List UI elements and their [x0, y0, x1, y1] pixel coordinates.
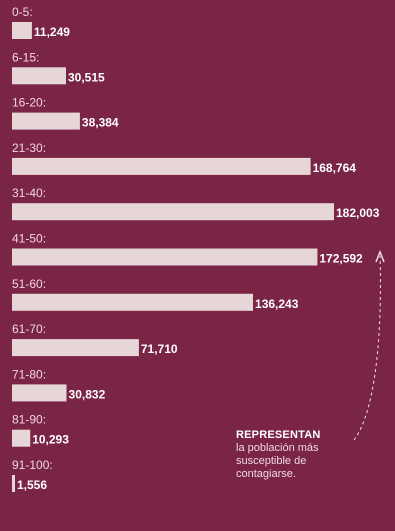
value-label: 10,293 — [32, 433, 69, 447]
bar — [12, 384, 67, 402]
value-label: 30,832 — [69, 387, 106, 401]
category-label: 6-15: — [12, 50, 39, 64]
value-label: 136,243 — [255, 297, 299, 311]
bar — [12, 112, 80, 130]
bar — [12, 157, 311, 175]
value-label: 168,764 — [313, 161, 357, 175]
bar — [12, 22, 32, 39]
category-label: 31-40: — [12, 186, 46, 200]
value-label: 182,003 — [336, 206, 380, 220]
annotation-arrowhead — [375, 249, 385, 263]
category-label: 51-60: — [12, 277, 46, 291]
category-label: 21-30: — [12, 141, 46, 155]
value-label: 1,556 — [17, 478, 47, 492]
category-label: 0-5: — [12, 5, 33, 19]
bar — [12, 339, 139, 357]
bar — [12, 429, 31, 447]
value-label: 11,249 — [34, 25, 70, 39]
category-label: 71-80: — [12, 367, 46, 381]
bar — [12, 293, 253, 311]
bar — [12, 203, 334, 221]
annotation-body: la población más susceptible de contagia… — [236, 442, 319, 480]
value-label: 172,592 — [319, 252, 363, 266]
category-label: 91-100: — [12, 458, 53, 472]
category-label: 16-20: — [12, 96, 46, 110]
bar — [12, 67, 66, 85]
annotation-note: REPRESENTAN la población más susceptible… — [236, 429, 356, 481]
annotation-connector — [353, 255, 381, 441]
bar — [12, 475, 15, 492]
category-label: 61-70: — [12, 322, 46, 336]
bar — [12, 248, 318, 266]
category-label: 41-50: — [12, 232, 46, 246]
value-label: 38,384 — [82, 116, 119, 130]
value-label: 71,710 — [141, 342, 178, 356]
annotation-title: REPRESENTAN — [236, 429, 321, 441]
value-label: 30,515 — [68, 70, 105, 84]
category-label: 81-90: — [12, 413, 46, 427]
